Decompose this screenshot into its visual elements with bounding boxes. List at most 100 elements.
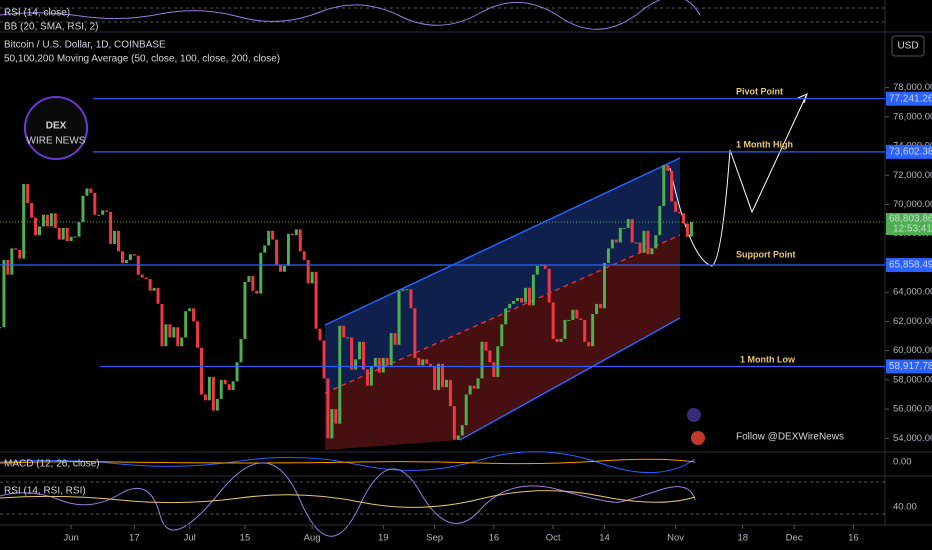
last-price-label: 68,803.86	[889, 214, 932, 225]
level-tag	[886, 359, 932, 374]
candle	[61, 227, 65, 240]
indicator-title: RSI (14, close)	[4, 8, 70, 19]
icon	[687, 408, 701, 422]
candle	[476, 378, 480, 389]
candle	[350, 337, 354, 370]
chart-subtitle: 50,100,200 Moving Average (50, close, 10…	[4, 54, 280, 65]
candle	[176, 327, 180, 347]
x-tick-label: 17	[129, 533, 140, 544]
x-tick-label: 16	[489, 533, 500, 544]
x-tick-label: 14	[599, 533, 610, 544]
candle	[591, 314, 595, 347]
candle	[496, 346, 500, 377]
candle	[575, 309, 579, 319]
y-tick-label: 78,000.00	[893, 82, 932, 93]
candle	[417, 357, 421, 366]
candle	[271, 230, 275, 240]
candle	[535, 265, 539, 275]
candle	[117, 230, 121, 252]
candle	[551, 302, 555, 339]
candle	[152, 287, 156, 291]
candle	[334, 409, 338, 424]
candle	[69, 236, 73, 242]
candle	[14, 248, 18, 250]
candle	[634, 242, 638, 244]
candle	[290, 233, 294, 236]
candle	[559, 338, 563, 342]
candle	[49, 213, 53, 227]
candle	[555, 338, 559, 342]
candle	[93, 192, 97, 215]
candle	[85, 188, 89, 196]
candle	[579, 318, 583, 320]
candle	[53, 213, 57, 228]
candle	[286, 233, 290, 266]
x-tick-label: Dec	[786, 533, 803, 544]
candle	[405, 289, 409, 291]
y-tick-label: 76,000.00	[893, 111, 932, 122]
candle	[203, 394, 207, 401]
logo	[24, 96, 88, 160]
candle	[516, 298, 520, 301]
x-tick-label: 15	[240, 533, 251, 544]
level-name: Support Point	[736, 249, 796, 259]
currency-button[interactable]	[891, 35, 925, 57]
currency-label[interactable]: USD	[897, 41, 918, 52]
x-tick-label: Nov	[667, 533, 684, 544]
candle	[587, 341, 591, 347]
candle	[2, 260, 6, 328]
candle	[389, 333, 393, 366]
candle	[172, 327, 176, 338]
candle	[41, 214, 45, 227]
candle	[164, 324, 168, 347]
candle	[267, 230, 271, 246]
candle	[614, 239, 618, 243]
candle	[255, 290, 259, 294]
candle	[251, 276, 255, 291]
candle	[306, 260, 310, 284]
pane-tick: 0.00	[893, 457, 912, 468]
candle	[682, 213, 686, 224]
rsi-ma	[0, 490, 696, 508]
candle	[97, 214, 101, 216]
level-value: 73,602.38	[889, 147, 932, 158]
logo-title: DEX	[46, 121, 67, 132]
candle	[45, 214, 49, 227]
candle	[610, 239, 614, 249]
candle	[113, 230, 117, 244]
candle	[160, 303, 164, 347]
candle	[318, 328, 322, 341]
candle	[666, 165, 670, 171]
candle	[282, 265, 286, 272]
candle	[456, 435, 460, 440]
candle	[184, 311, 188, 338]
candle	[377, 357, 381, 373]
candle	[144, 277, 148, 280]
pane-tick: 40.00	[893, 502, 917, 513]
level-value: 65,858.49	[889, 260, 932, 271]
rsi-line	[0, 462, 696, 537]
candle	[227, 384, 231, 391]
x-tick-label: 18	[737, 533, 748, 544]
candle	[294, 229, 298, 236]
candle	[508, 303, 512, 309]
candle	[101, 210, 105, 215]
candle	[429, 363, 433, 367]
candle	[322, 340, 326, 379]
candle	[658, 205, 662, 236]
candle	[599, 303, 603, 309]
candle	[425, 359, 429, 364]
candle	[192, 308, 196, 322]
candle	[358, 341, 362, 360]
candle	[393, 333, 397, 345]
candle	[215, 398, 219, 411]
level-tag	[886, 144, 932, 159]
candle	[243, 281, 247, 339]
x-tick-label: Jul	[184, 533, 196, 544]
candle	[73, 236, 77, 238]
candle	[219, 379, 223, 399]
x-tick-label: Jun	[63, 533, 78, 544]
candle	[583, 319, 587, 342]
macd-line	[0, 451, 696, 474]
candle	[512, 300, 516, 304]
